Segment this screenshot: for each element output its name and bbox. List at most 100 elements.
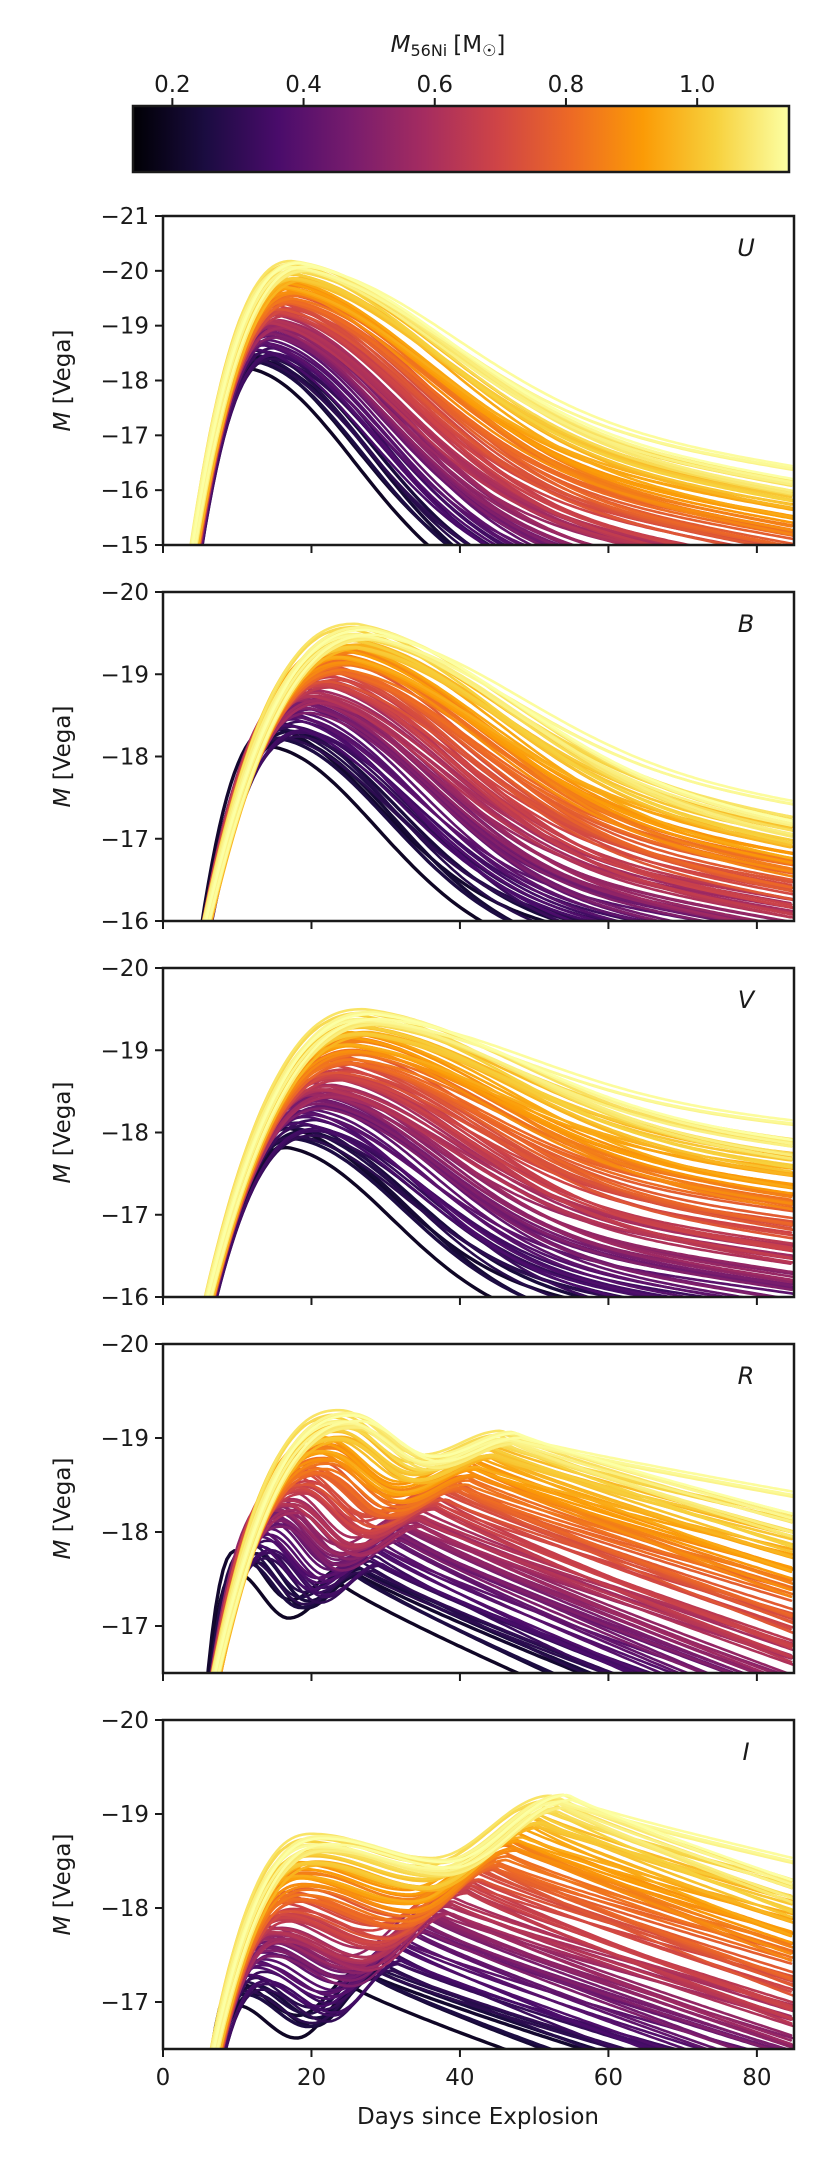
light-curve-V — [212, 1107, 780, 1297]
colorbar-title-close: ] — [496, 32, 505, 58]
band-label: V — [738, 986, 756, 1014]
light-curve-R — [214, 1520, 682, 1673]
y-axis-label: M [Vega] — [50, 330, 76, 432]
light-curve-U — [197, 342, 517, 545]
light-curve-R — [210, 1542, 638, 1673]
light-curve-U — [195, 343, 499, 545]
light-curve-V — [212, 1092, 794, 1297]
light-curve-R — [217, 1419, 793, 1673]
light-curve-B — [202, 643, 794, 921]
y-tick-label: −17 — [100, 1614, 149, 1640]
light-curve-B — [209, 720, 563, 921]
light-curve-I — [215, 1900, 794, 2049]
light-curve-R — [215, 1490, 794, 1673]
light-curve-I — [213, 1902, 794, 2049]
panel-V: −20 −19 −18 −17 −16 V M [Vega] — [50, 956, 796, 1311]
light-curve-I — [220, 1911, 793, 2049]
light-curve-I — [218, 1884, 794, 2049]
y-tick-label: −19 — [100, 314, 149, 340]
y-tick-label: −21 — [100, 204, 149, 230]
light-curve-I — [216, 1798, 793, 2049]
x-tick-label: 20 — [297, 2065, 326, 2091]
light-curve-U — [194, 352, 471, 545]
y-tick-label: −17 — [100, 1203, 149, 1229]
y-tick-label: −18 — [100, 369, 149, 395]
light-curve-I — [220, 1930, 740, 2049]
light-curve-R — [214, 1499, 794, 1673]
light-curve-I — [221, 1912, 793, 2049]
y-tick-label: −18 — [100, 745, 149, 771]
light-curve-U — [191, 261, 794, 545]
light-curve-R — [209, 1548, 614, 1673]
light-curve-I — [218, 1925, 774, 2049]
light-curve-V — [212, 1033, 793, 1297]
light-curve-U — [194, 319, 681, 545]
light-curve-I — [213, 1954, 658, 2049]
colorbar-title: M56Ni [M☉] — [391, 32, 506, 60]
light-curve-I — [220, 1918, 788, 2049]
light-curve-B — [202, 727, 586, 921]
light-curve-I — [213, 1802, 794, 2049]
light-curve-I — [217, 1863, 792, 2049]
light-curve-I — [213, 1987, 510, 2049]
x-tick-label: 0 — [156, 2065, 171, 2091]
light-curve-B — [209, 671, 793, 921]
light-curve-I — [218, 1938, 690, 2049]
light-curve-I — [215, 1971, 621, 2049]
light-curve-U — [194, 348, 489, 545]
light-curve-R — [207, 1571, 522, 1673]
light-curve-V — [215, 1127, 678, 1297]
light-curve-B — [207, 633, 793, 921]
x-tick-label: 80 — [742, 2065, 771, 2091]
panel-R: −20 −19 −18 −17 R M [Vega] — [50, 1332, 796, 1681]
x-axis-label: Days since Explosion — [357, 2104, 599, 2130]
light-curve-U — [197, 336, 545, 545]
light-curve-B — [202, 745, 485, 921]
light-curve-I — [220, 1854, 794, 2049]
colorbar-tick-label: 0.4 — [285, 72, 322, 98]
light-curve-R — [216, 1525, 707, 1673]
light-curve-U — [194, 268, 794, 545]
light-curve-V — [212, 1061, 793, 1297]
light-curve-U — [194, 265, 793, 545]
light-curve-I — [217, 1932, 711, 2049]
light-curve-I — [220, 1976, 549, 2049]
light-curve-U — [195, 358, 473, 545]
light-curve-B — [202, 632, 793, 921]
light-curve-B — [208, 711, 665, 921]
y-tick-label: −19 — [100, 1038, 149, 1064]
panel-I-frame — [161, 1718, 796, 2051]
y-tick-label: −16 — [100, 909, 149, 935]
light-curve-R — [210, 1560, 557, 1673]
panel-R-frame — [161, 1342, 796, 1675]
light-curve-I — [217, 1806, 794, 2049]
y-tick-label: −17 — [100, 827, 149, 853]
light-curve-V — [206, 1012, 794, 1297]
y-tick-label: −17 — [100, 423, 149, 449]
panel-I: −20 −19 −18 −17 0 20 40 60 80 I M [Vega] — [50, 1708, 796, 2091]
light-curve-R — [210, 1529, 632, 1673]
light-curve-R — [214, 1414, 794, 1673]
light-curve-U — [201, 353, 508, 545]
light-curve-R — [218, 1556, 617, 1673]
light-curve-R — [210, 1558, 609, 1673]
colorbar-title-symbol: M — [391, 32, 411, 58]
light-curve-U — [195, 360, 451, 545]
band-label: I — [742, 1738, 749, 1766]
panel-I-curves — [209, 1793, 794, 2049]
light-curve-I — [210, 1968, 589, 2049]
light-curve-I — [214, 1883, 794, 2049]
light-curve-R — [218, 1511, 793, 1673]
light-curve-V — [214, 1118, 593, 1297]
light-curve-R — [212, 1535, 648, 1673]
light-curve-U — [195, 313, 658, 545]
y-tick-label: −16 — [100, 1285, 149, 1311]
y-tick-label: −17 — [100, 1990, 149, 2016]
y-tick-label: −19 — [100, 1426, 149, 1452]
colorbar-title-subscript: 56Ni — [410, 41, 447, 60]
light-curve-I — [212, 1793, 794, 2049]
light-curve-U — [192, 320, 643, 545]
colorbar-title-unit: [M — [453, 32, 482, 58]
light-curve-I — [220, 1864, 794, 2049]
